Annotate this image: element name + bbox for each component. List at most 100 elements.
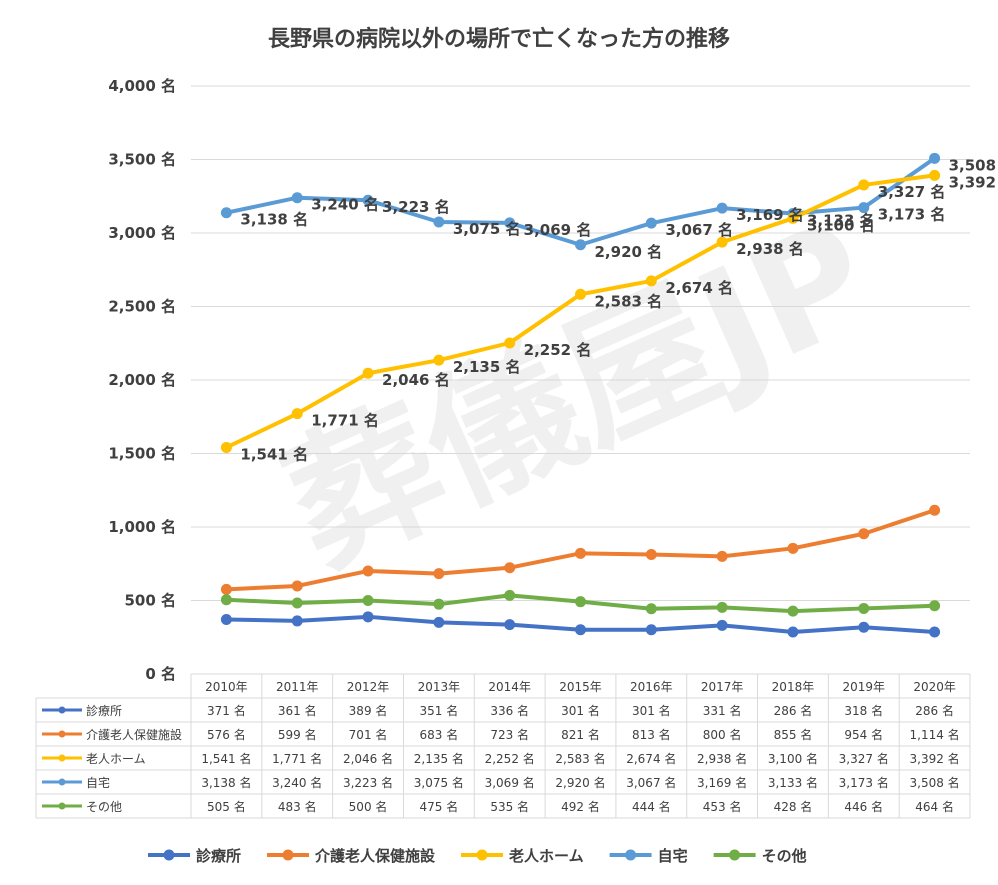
table-row-label: その他	[86, 800, 122, 814]
data-label: 3,173 名	[878, 206, 946, 224]
table-cell: 2,674 名	[626, 751, 676, 766]
table-cell: 2,920 名	[555, 775, 605, 790]
series-1-point	[858, 528, 870, 540]
data-label: 2,938 名	[736, 240, 804, 258]
y-tick-label: 4,000 名	[108, 77, 176, 95]
table-cell: 3,392 名	[910, 751, 960, 766]
series-0-point	[433, 616, 445, 628]
table-cell: 576 名	[207, 727, 246, 742]
table-header-cell: 2010年	[205, 680, 248, 694]
table-cell: 2,046 名	[343, 751, 393, 766]
table-cell: 371 名	[207, 703, 246, 718]
table-cell: 492 名	[561, 799, 600, 814]
series-1-point	[362, 565, 374, 577]
table-cell: 3,067 名	[626, 775, 676, 790]
table-cell: 389 名	[349, 703, 388, 718]
series-4-point	[575, 596, 586, 608]
table-cell: 3,508 名	[910, 775, 960, 790]
series-4-point	[291, 597, 303, 609]
table-header-cell: 2015年	[559, 680, 602, 694]
table-cell: 3,327 名	[839, 751, 889, 766]
table-cell: 2,252 名	[485, 751, 535, 766]
series-4-point	[787, 605, 799, 617]
legend-entry: その他	[762, 847, 807, 865]
table-cell: 3,138 名	[201, 775, 251, 790]
y-tick-label: 3,000 名	[108, 224, 176, 242]
table-legend-marker	[58, 730, 66, 738]
series-4-point	[645, 603, 657, 615]
table-cell: 3,100 名	[768, 751, 818, 766]
series-0-point	[504, 619, 516, 631]
table-header-cell: 2016年	[630, 680, 673, 694]
data-table: 2010年 2011年 2012年 2013年 2014年 2015年 2016年 2017年…	[35, 673, 971, 819]
data-label: 2,135 名	[453, 358, 521, 376]
series-2-point	[645, 275, 657, 287]
series-3-point	[858, 202, 870, 214]
series-2-point	[291, 408, 303, 420]
table-cell: 505 名	[207, 799, 246, 814]
data-label: 2,046 名	[382, 371, 450, 389]
series-4-point	[858, 602, 870, 614]
series-1-point	[291, 580, 303, 592]
table-cell: 336 名	[490, 703, 529, 718]
series-4-point	[504, 589, 516, 601]
table-cell: 821 名	[561, 727, 600, 742]
y-tick-label: 0 名	[145, 665, 176, 683]
table-row-label: 診療所	[86, 703, 122, 718]
series-4-point	[362, 595, 374, 606]
table-cell: 453 名	[703, 799, 742, 814]
table-legend-marker	[58, 754, 66, 762]
table-cell: 446 名	[844, 799, 883, 814]
series-1-point	[929, 504, 941, 516]
table-cell: 683 名	[419, 727, 458, 742]
series-3-point	[433, 216, 445, 228]
y-tick-label: 2,000 名	[108, 371, 176, 389]
series-1-point	[433, 568, 445, 580]
table-cell: 1,541 名	[201, 751, 251, 766]
table-cell: 3,133 名	[768, 775, 818, 790]
series-1-point	[787, 542, 799, 554]
data-label: 3,508 名	[949, 156, 998, 174]
series-3-point	[362, 194, 374, 206]
table-legend-marker	[58, 778, 66, 786]
y-tick-label: 3,500 名	[108, 151, 176, 169]
series-0-point	[362, 611, 374, 623]
table-cell: 2,583 名	[555, 751, 605, 766]
series-2-point	[575, 288, 586, 300]
table-header-cell: 2014年	[488, 680, 531, 694]
series-1-point	[645, 548, 657, 560]
table-header-cell: 2019年	[842, 680, 885, 694]
series-2-point	[433, 354, 445, 366]
table-cell: 535 名	[490, 799, 529, 814]
legend: 診療所 介護老人保健施設 老人ホーム 自宅 その他	[148, 847, 807, 865]
data-labels: 1,541 名1,771 名 2,046 名2,135 名2,252 名 2,583…	[240, 156, 998, 463]
data-label: 3,133 名	[807, 211, 875, 229]
table-cell: 2,135 名	[414, 751, 464, 766]
table-cell: 286 名	[915, 703, 954, 718]
series-3-point	[716, 202, 728, 214]
y-tick-label: 2,500 名	[108, 298, 176, 316]
data-label: 3,075 名	[453, 220, 521, 238]
table-cell: 301 名	[632, 703, 671, 718]
legend-entry: 老人ホーム	[508, 847, 584, 865]
table-row-label: 自宅	[86, 775, 110, 790]
series-lines	[220, 152, 941, 638]
table-cell: 361 名	[278, 703, 317, 718]
table-header-cell: 2020年	[913, 680, 956, 694]
table-cell: 3,169 名	[697, 775, 747, 790]
legend-entry: 自宅	[658, 847, 688, 865]
series-3-point	[929, 152, 941, 164]
data-label: 2,252 名	[524, 341, 592, 359]
table-cell: 599 名	[278, 727, 317, 742]
table-cell: 2,938 名	[697, 751, 747, 766]
data-label: 3,240 名	[311, 196, 379, 214]
table-row-label: 介護老人保健施設	[86, 727, 182, 742]
series-0-point	[858, 621, 870, 633]
y-tick-label: 1,000 名	[108, 518, 176, 536]
table-cell: 3,075 名	[414, 775, 464, 790]
series-0-point	[716, 619, 728, 631]
table-cell: 3,240 名	[272, 775, 322, 790]
series-1-point	[575, 547, 586, 559]
gridlines	[191, 85, 970, 675]
